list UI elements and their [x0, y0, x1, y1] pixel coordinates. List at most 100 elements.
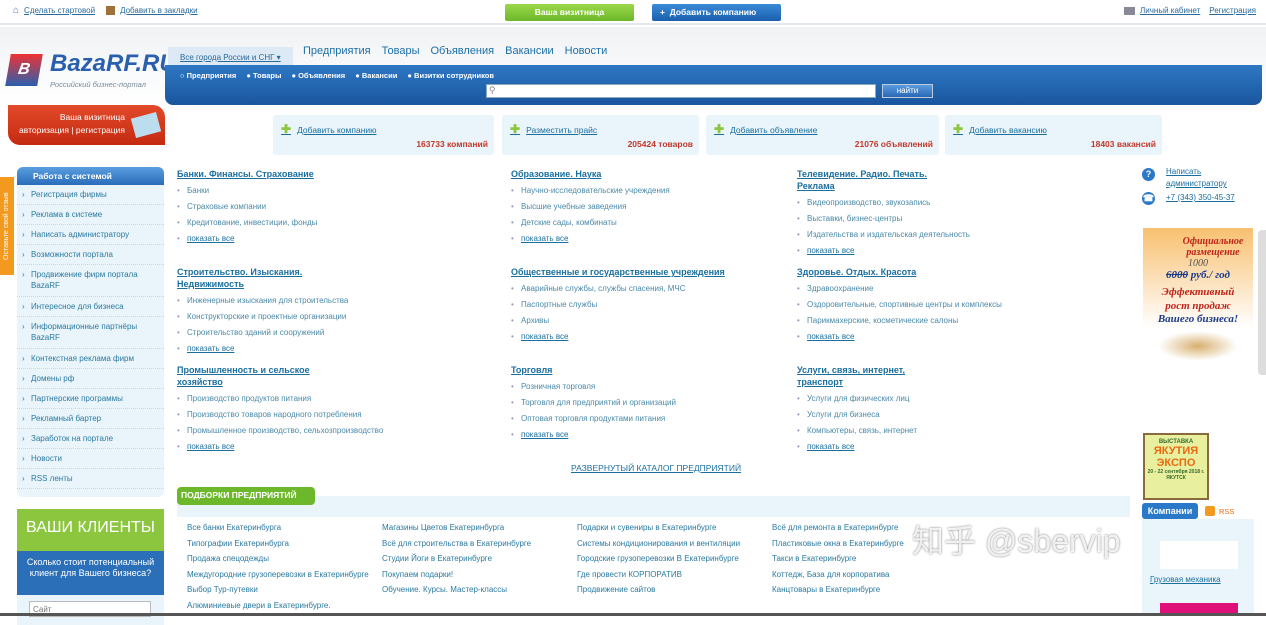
- phone-link[interactable]: +7 (343) 350-45-37: [1166, 193, 1235, 202]
- radio-goods[interactable]: ● Товары: [246, 71, 282, 80]
- vizitnica-box[interactable]: Ваша визитница авторизация | регистрация: [8, 105, 165, 145]
- category-title[interactable]: Образование. Наука: [511, 169, 602, 179]
- make-home-link[interactable]: Сделать стартовой: [24, 6, 96, 15]
- vizitnica-button[interactable]: Ваша визитница: [505, 4, 634, 21]
- selection-link[interactable]: Типографии Екатеринбурга: [187, 538, 289, 548]
- category-item[interactable]: Торговля для предприятий и организаций: [511, 395, 811, 411]
- add-company-link[interactable]: ✚ Добавить компанию: [281, 122, 377, 136]
- cabinet-link[interactable]: Личный кабинет: [1140, 6, 1201, 15]
- category-title[interactable]: Общественные и государственные учреждени…: [511, 267, 725, 277]
- category-item[interactable]: Видеопроизводство, звукозапись: [797, 195, 1097, 211]
- selection-link[interactable]: Магазины Цветов Екатеринбурга: [382, 523, 505, 532]
- selection-link[interactable]: Всё для ремонта в Екатеринбурге: [772, 523, 899, 532]
- sidebar-item[interactable]: Рекламный бартер: [17, 409, 164, 429]
- selection-link[interactable]: Такси в Екатеринбурге: [772, 554, 857, 563]
- category-item[interactable]: Конструкторские и проектные организации: [177, 309, 477, 325]
- radio-vacancies[interactable]: ● Вакансии: [355, 71, 398, 80]
- sidebar-item[interactable]: Контекстная реклама фирм: [17, 349, 164, 369]
- sidebar-item[interactable]: Домены рф: [17, 369, 164, 389]
- selection-link[interactable]: Выбор Тур-путевки: [187, 585, 258, 594]
- sidebar-item[interactable]: Возможности портала: [17, 245, 164, 265]
- show-all-link[interactable]: показать все: [177, 341, 477, 357]
- add-vacancy-link[interactable]: ✚ Добавить вакансию: [953, 122, 1047, 136]
- company-logo-2[interactable]: [1160, 603, 1238, 616]
- category-title[interactable]: Промышленность и сельское хозяйство: [177, 365, 310, 387]
- sidebar-item[interactable]: Информационные партнёры BazaRF: [17, 317, 164, 349]
- selection-link[interactable]: Всё для строительства в Екатеринбурге: [382, 538, 532, 548]
- category-item[interactable]: Научно-исследовательские учреждения: [511, 183, 811, 199]
- category-item[interactable]: Выставки, бизнес-центры: [797, 211, 1097, 227]
- selection-link[interactable]: Канцтовары в Екатеринбурге: [772, 585, 881, 594]
- selection-link[interactable]: Городские грузоперевозки В Екатеринбурге: [577, 554, 739, 563]
- category-item[interactable]: Детские сады, комбинаты: [511, 215, 811, 231]
- nav-vacancies[interactable]: Вакансии: [505, 45, 554, 57]
- selection-link[interactable]: Покупаем подарки!: [382, 569, 454, 579]
- company-link[interactable]: Грузовая механика: [1150, 575, 1221, 584]
- nav-ads[interactable]: Объявления: [430, 45, 495, 57]
- category-item[interactable]: Строительство зданий и сооружений: [177, 325, 477, 341]
- add-ad-link[interactable]: ✚ Добавить объявление: [714, 122, 818, 136]
- category-item[interactable]: Производство товаров народного потреблен…: [177, 407, 477, 423]
- show-all-link[interactable]: показать все: [797, 439, 1097, 455]
- sidebar-item[interactable]: Регистрация фирмы: [17, 185, 164, 205]
- vizitnica-auth-links[interactable]: авторизация | регистрация: [19, 125, 125, 135]
- category-item[interactable]: Банки: [177, 183, 477, 199]
- expo-banner[interactable]: ВЫСТАВКА ЯКУТИЯ ЭКСПО 20 - 22 сентября 2…: [1143, 433, 1209, 500]
- show-all-link[interactable]: показать все: [797, 329, 1097, 345]
- rss-link[interactable]: RSS: [1219, 507, 1235, 516]
- nav-enterprises[interactable]: Предприятия: [303, 45, 371, 57]
- category-item[interactable]: Кредитование, инвестиции, фонды: [177, 215, 477, 231]
- sidebar-item[interactable]: Новости: [17, 449, 164, 469]
- selection-link[interactable]: Коттедж, База для корпоратива: [772, 569, 890, 579]
- sidebar-item[interactable]: RSS ленты: [17, 469, 164, 489]
- selection-link[interactable]: Междугородние грузоперевозки в Екатеринб…: [187, 569, 369, 579]
- category-item[interactable]: Промышленное производство, сельхозпроизв…: [177, 423, 477, 439]
- category-item[interactable]: Производство продуктов питания: [177, 391, 477, 407]
- category-title[interactable]: Телевидение. Радио. Печать. Реклама: [797, 169, 927, 191]
- show-all-link[interactable]: показать все: [797, 243, 1097, 259]
- category-item[interactable]: Аварийные службы, службы спасения, МЧС: [511, 281, 811, 297]
- add-price-link[interactable]: ✚ Разместить прайс: [510, 122, 598, 136]
- category-item[interactable]: Парикмахерские, косметические салоны: [797, 313, 1097, 329]
- category-item[interactable]: Услуги для физических лиц: [797, 391, 1097, 407]
- category-item[interactable]: Розничная торговля: [511, 379, 811, 395]
- category-item[interactable]: Услуги для бизнеса: [797, 407, 1097, 423]
- category-title[interactable]: Строительство. Изыскания. Недвижимость: [177, 267, 303, 289]
- write-admin-link[interactable]: Написать администратору: [1166, 167, 1227, 188]
- companies-tab[interactable]: Компании: [1142, 503, 1198, 519]
- category-item[interactable]: Архивы: [511, 313, 811, 329]
- nav-goods[interactable]: Товары: [381, 45, 420, 57]
- selection-link[interactable]: Алюминиевые двери в Екатеринбурге.: [187, 600, 331, 610]
- sidebar-item[interactable]: Написать администратору: [17, 225, 164, 245]
- feedback-tab[interactable]: Оставьте свой отзыв: [0, 177, 14, 275]
- sidebar-item[interactable]: Партнерские программы: [17, 389, 164, 409]
- category-title[interactable]: Банки. Финансы. Страхование: [177, 169, 314, 179]
- category-item[interactable]: Компьютеры, связь, интернет: [797, 423, 1097, 439]
- radio-ads[interactable]: ● Объявления: [291, 71, 346, 80]
- category-title[interactable]: Здоровье. Отдых. Красота: [797, 267, 917, 277]
- add-company-button[interactable]: + Добавить компанию: [652, 4, 781, 21]
- selection-link[interactable]: Системы кондиционирования и вентиляции: [577, 538, 741, 548]
- company-logo[interactable]: [1160, 541, 1238, 569]
- radio-cards[interactable]: ● Визитки сотрудников: [407, 71, 494, 80]
- selection-link[interactable]: Студии Йоги в Екатеринбурге: [382, 554, 492, 563]
- city-selector[interactable]: Все города России и СНГ ▾: [168, 47, 293, 66]
- selection-link[interactable]: Продвижение сайтов: [577, 585, 656, 594]
- selection-link[interactable]: Подарки и сувениры в Екатеринбурге: [577, 523, 717, 532]
- sidebar-item[interactable]: Заработок на портале: [17, 429, 164, 449]
- full-catalog-link[interactable]: РАЗВЕРНУТЫЙ КАТАЛОГ ПРЕДПРИЯТИЙ: [571, 463, 742, 473]
- selection-link[interactable]: Все банки Екатеринбурга: [187, 523, 282, 532]
- search-button[interactable]: найти: [882, 84, 933, 98]
- show-all-link[interactable]: показать все: [511, 329, 811, 345]
- show-all-link[interactable]: показать все: [177, 231, 477, 247]
- selection-link[interactable]: Продажа спецодежды: [187, 554, 269, 563]
- category-item[interactable]: Страховые компании: [177, 199, 477, 215]
- show-all-link[interactable]: показать все: [511, 427, 811, 443]
- radio-enterprises[interactable]: ○ Предприятия: [180, 71, 237, 80]
- category-title[interactable]: Услуги, связь, интернет, транспорт: [797, 365, 906, 387]
- selection-link[interactable]: Обучение. Курсы. Мастер-классы: [382, 585, 508, 594]
- category-item[interactable]: Издательства и издательская деятельность: [797, 227, 1097, 243]
- nav-news[interactable]: Новости: [564, 45, 608, 57]
- side-widget-handle[interactable]: [1258, 230, 1266, 375]
- search-input[interactable]: ⚲: [486, 84, 876, 98]
